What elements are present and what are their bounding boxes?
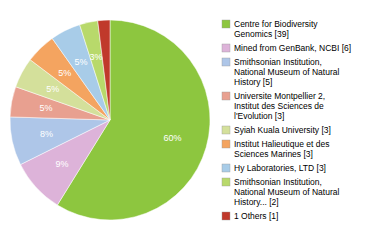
legend-swatch bbox=[222, 212, 230, 220]
legend-label-line: Hy Laboratories, LTD [3] bbox=[234, 163, 326, 173]
legend-label-line: National Museum of Natural bbox=[234, 67, 339, 77]
legend-label: Mined from GenBank, NCBI [6] bbox=[234, 43, 351, 53]
legend-label-line: Universite Montpellier 2, bbox=[234, 91, 325, 101]
legend-entry: Hy Laboratories, LTD [3] bbox=[222, 163, 326, 173]
legend-label: Universite Montpellier 2,Institut des Sc… bbox=[234, 91, 325, 121]
data-label: 5% bbox=[40, 103, 53, 113]
legend-entry: 1 Others [1] bbox=[222, 211, 278, 221]
legend-swatch bbox=[222, 178, 230, 186]
legend-label-line: Smithsonian Institution, bbox=[234, 177, 322, 187]
legend-entry: Syiah Kuala University [3] bbox=[222, 125, 331, 135]
legend-label: Smithsonian Institution,National Museum … bbox=[234, 57, 339, 87]
data-label: 9% bbox=[55, 159, 68, 169]
legend-swatch bbox=[222, 164, 230, 172]
legend-label: 1 Others [1] bbox=[234, 211, 278, 221]
legend: Centre for BiodiversityGenomics [39] Mine… bbox=[222, 19, 351, 221]
chart: 60%9%8%5%5%5%5%3%Centre for Biodiversity… bbox=[0, 0, 380, 240]
legend-label-line: l'Evolution [3] bbox=[234, 111, 284, 121]
legend-label-line: Mined from GenBank, NCBI [6] bbox=[234, 43, 351, 53]
legend-swatch bbox=[222, 44, 230, 52]
legend-swatch bbox=[222, 58, 230, 66]
pie-slice bbox=[10, 117, 110, 165]
data-label: 5% bbox=[46, 84, 59, 94]
legend-swatch bbox=[222, 92, 230, 100]
legend-entry: Universite Montpellier 2,Institut des Sc… bbox=[222, 91, 325, 121]
legend-label: Syiah Kuala University [3] bbox=[234, 125, 331, 135]
legend-entry: Centre for BiodiversityGenomics [39] bbox=[222, 19, 318, 39]
legend-label-line: Genomics [39] bbox=[234, 29, 289, 39]
data-label: 3% bbox=[90, 52, 103, 62]
legend-label-line: History... [2] bbox=[234, 197, 279, 207]
legend-label-line: History [5] bbox=[234, 77, 272, 87]
legend-label-line: Syiah Kuala University [3] bbox=[234, 125, 331, 135]
legend-label-line: Institut Halieutique et des bbox=[234, 139, 329, 149]
legend-label: Institut Halieutique et desSciences Mari… bbox=[234, 139, 329, 159]
legend-entry: Mined from GenBank, NCBI [6] bbox=[222, 43, 351, 53]
legend-entry: Smithsonian Institution,National Museum … bbox=[222, 57, 339, 87]
data-label: 5% bbox=[75, 57, 88, 67]
legend-label: Centre for BiodiversityGenomics [39] bbox=[234, 19, 318, 39]
data-label: 60% bbox=[164, 133, 182, 143]
legend-label: Hy Laboratories, LTD [3] bbox=[234, 163, 326, 173]
legend-label-line: 1 Others [1] bbox=[234, 211, 278, 221]
pie: 60%9%8%5%5%5%5%3% bbox=[10, 20, 210, 220]
data-label: 8% bbox=[40, 129, 53, 139]
legend-label-line: Smithsonian Institution, bbox=[234, 57, 322, 67]
legend-entry: Smithsonian Institution,National Museum … bbox=[222, 177, 339, 207]
pie-slice bbox=[98, 20, 110, 120]
data-label: 5% bbox=[58, 68, 71, 78]
legend-label: Smithsonian Institution,National Museum … bbox=[234, 177, 339, 207]
legend-label-line: Sciences Marines [3] bbox=[234, 149, 313, 159]
legend-label-line: National Museum of Natural bbox=[234, 187, 339, 197]
legend-label-line: Centre for Biodiversity bbox=[234, 19, 318, 29]
legend-entry: Institut Halieutique et desSciences Mari… bbox=[222, 139, 329, 159]
pie-slice bbox=[80, 21, 110, 120]
legend-label-line: Institut des Sciences de bbox=[234, 101, 324, 111]
legend-swatch bbox=[222, 126, 230, 134]
legend-swatch bbox=[222, 140, 230, 148]
legend-swatch bbox=[222, 20, 230, 28]
